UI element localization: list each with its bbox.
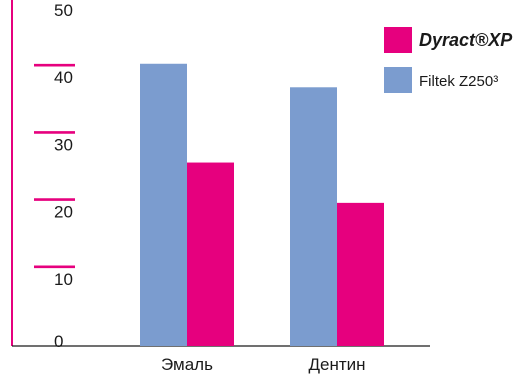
legend-label: Filtek Z250³ <box>419 73 498 90</box>
x-category-label: Эмаль <box>161 355 213 374</box>
legend-swatch <box>384 67 412 93</box>
legend-swatch <box>384 27 412 53</box>
bar-dyract-dentin <box>337 202 384 346</box>
y-tick-label: 50 <box>54 1 73 20</box>
bar-filtek-enamel <box>140 63 187 346</box>
bar-filtek-dentin <box>290 87 337 346</box>
y-tick-label: 10 <box>54 270 73 289</box>
y-tick-label: 20 <box>54 203 73 222</box>
y-tick-label: 0 <box>54 332 63 351</box>
x-category-label: Дентин <box>308 355 365 374</box>
y-tick-label: 40 <box>54 68 73 87</box>
y-tick-label: 30 <box>54 135 73 154</box>
bar-dyract-enamel <box>187 162 234 346</box>
legend-label: Dyract®XP <box>419 30 513 50</box>
